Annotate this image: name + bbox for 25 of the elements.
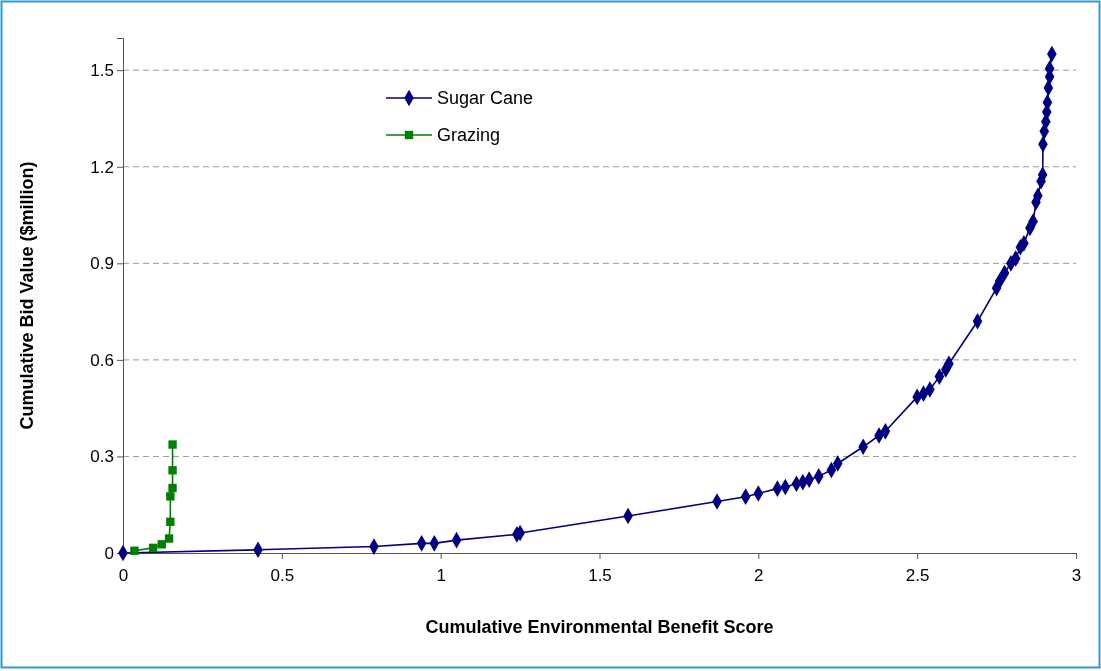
x-tick-label: 0.5 (270, 565, 295, 585)
y-tick-label: 0 (104, 543, 114, 563)
point (164, 534, 174, 543)
point (149, 543, 158, 553)
legend-label: Sugar Cane (437, 88, 534, 108)
point (130, 546, 139, 555)
y-tick-label: 0.6 (90, 350, 114, 370)
x-axis-title: Cumulative Environmental Benefit Score (425, 617, 774, 637)
y-tick-label: 0.9 (90, 254, 114, 274)
point (168, 466, 177, 475)
point (166, 517, 175, 526)
x-tick-label: 0 (118, 565, 129, 585)
x-tick-label: 2.5 (905, 565, 930, 585)
y-tick-label: 0.3 (90, 447, 114, 467)
x-tick-label: 2 (754, 565, 764, 585)
x-tick-label: 1 (436, 565, 446, 585)
y-axis-title: Cumulative Bid Value ($million) (17, 161, 37, 430)
x-tick-label: 1.5 (588, 565, 612, 585)
point (168, 440, 177, 449)
point (166, 492, 175, 501)
point (168, 483, 177, 493)
x-tick-label: 3 (1071, 565, 1082, 585)
y-tick-label: 1.5 (90, 61, 114, 81)
legend-label: Grazing (437, 125, 501, 145)
y-tick-label: 1.2 (90, 157, 114, 177)
